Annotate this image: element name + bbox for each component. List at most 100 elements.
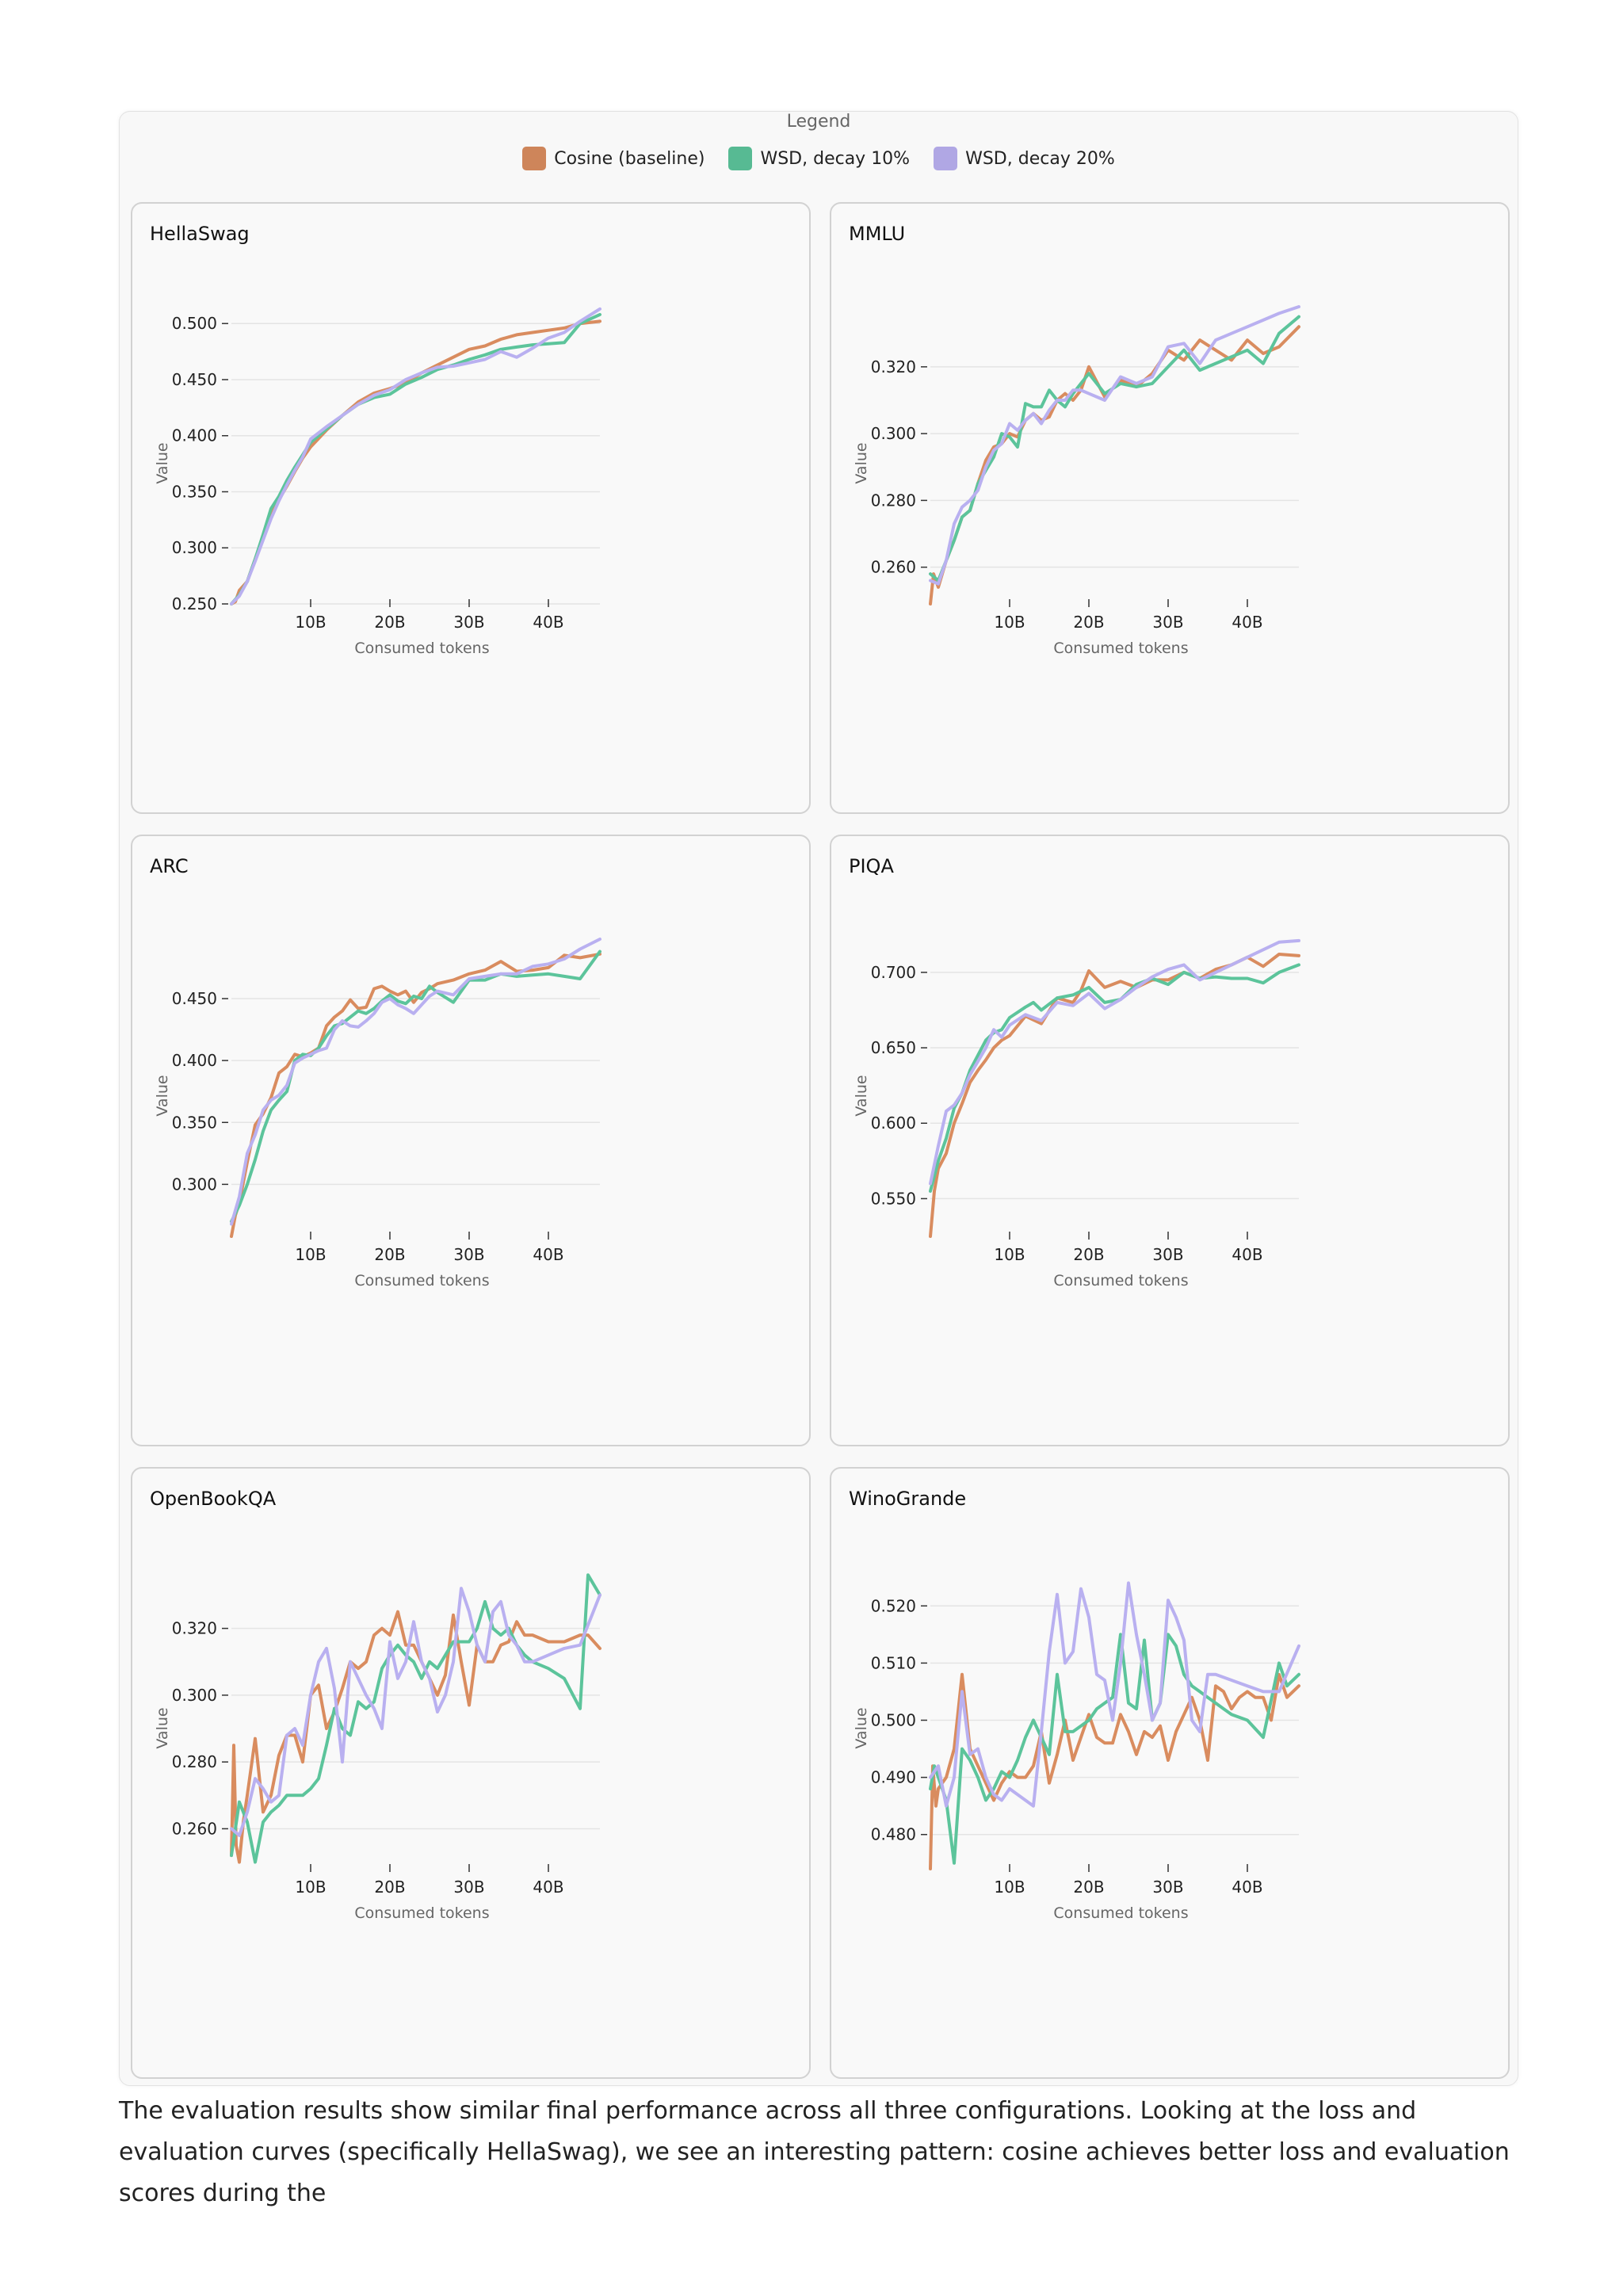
y-tick-label: 0.280 (871, 491, 916, 510)
series-line-wsd-20 (230, 307, 601, 606)
y-tick-label: 0.490 (871, 1768, 916, 1787)
chart-panel-piqa: PIQA 0.550 0.600 0.650 0.700 10B 20B 30B 40B Con… (830, 835, 1510, 1446)
y-tick-label: 0.350 (172, 1113, 217, 1132)
y-axis-label: Value (154, 1707, 171, 1748)
x-tick-label: 10B (994, 613, 1025, 632)
x-tick-label: 40B (1232, 613, 1262, 632)
series-line-wsd-10 (929, 315, 1300, 583)
chart-title: HellaSwag (150, 223, 250, 245)
y-tick-label: 0.400 (172, 426, 217, 445)
x-axis-label: Consumed tokens (1053, 640, 1188, 657)
x-tick-label: 30B (453, 1878, 484, 1897)
y-axis-label: Value (853, 1075, 870, 1116)
x-tick-label: 40B (1232, 1878, 1262, 1897)
series-line-wsd-20 (929, 305, 1300, 586)
y-tick-label: 0.510 (871, 1653, 916, 1672)
x-tick-label: 10B (994, 1878, 1025, 1897)
x-tick-label: 30B (453, 1245, 484, 1264)
chart-svg-mmlu: 0.260 0.280 0.300 0.320 10B 20B 30B 40B Consumed… (853, 305, 1300, 657)
x-axis-label: Consumed tokens (354, 1904, 489, 1922)
chart-panel-mmlu: MMLU 0.260 0.280 0.300 0.320 10B 20B 30B 40B Con… (830, 202, 1510, 814)
legend-label-wsd-10: WSD, decay 10% (760, 148, 911, 169)
y-tick-label: 0.300 (172, 538, 217, 557)
y-tick-label: 0.280 (172, 1752, 217, 1771)
x-axis-label: Consumed tokens (354, 640, 489, 657)
legend-swatch-cosine (522, 147, 547, 170)
series-line-wsd-20 (929, 938, 1300, 1186)
y-tick-label: 0.300 (172, 1175, 217, 1194)
x-tick-label: 10B (295, 613, 326, 632)
y-tick-label: 0.480 (871, 1825, 916, 1844)
x-axis-label: Consumed tokens (354, 1272, 489, 1289)
y-tick-label: 0.550 (871, 1189, 916, 1208)
y-tick-label: 0.250 (172, 594, 217, 613)
series-line-cosine (230, 319, 601, 606)
y-tick-label: 0.260 (871, 558, 916, 577)
y-tick-label: 0.500 (172, 314, 217, 333)
series-line-wsd-10 (929, 963, 1300, 1193)
chart-title: OpenBookQA (150, 1488, 277, 1510)
legend-label-wsd-20: WSD, decay 20% (965, 148, 1115, 169)
series-line-wsd-10 (230, 312, 601, 606)
x-tick-label: 30B (453, 613, 484, 632)
chart-panel-winogrande: WinoGrande 0.480 0.490 0.500 0.510 0.520 10B 2… (830, 1467, 1510, 2079)
x-tick-label: 20B (374, 613, 405, 632)
y-tick-label: 0.450 (172, 370, 217, 389)
x-tick-label: 20B (1073, 1878, 1104, 1897)
y-tick-label: 0.700 (871, 963, 916, 982)
y-tick-label: 0.600 (871, 1114, 916, 1133)
x-tick-label: 20B (1073, 1245, 1104, 1264)
chart-panel-hellaswag: HellaSwag 0.250 0.300 0.350 0.400 0.450 0.500… (131, 202, 811, 814)
series-line-wsd-20 (929, 1581, 1300, 1808)
x-tick-label: 40B (533, 1878, 563, 1897)
series-line-cosine (230, 952, 601, 1238)
chart-panel-openbookqa: OpenBookQA 0.260 0.280 0.300 0.320 10B 20B 30B… (131, 1467, 811, 2079)
x-axis-label: Consumed tokens (1053, 1272, 1188, 1289)
series-line-wsd-10 (929, 1633, 1300, 1865)
y-tick-label: 0.520 (871, 1596, 916, 1615)
chart-panel-arc: ARC 0.300 0.350 0.400 0.450 10B 20B 30B 40B Cons… (131, 835, 811, 1446)
chart-title: WinoGrande (849, 1488, 967, 1510)
chart-title: ARC (150, 855, 189, 877)
series-line-wsd-20 (230, 938, 601, 1226)
x-tick-label: 40B (533, 613, 563, 632)
x-tick-label: 30B (1152, 613, 1183, 632)
series-line-cosine (929, 1672, 1300, 1870)
y-tick-label: 0.350 (172, 482, 217, 501)
x-tick-label: 20B (374, 1245, 405, 1264)
y-tick-label: 0.300 (172, 1686, 217, 1705)
legend-label-cosine: Cosine (baseline) (554, 148, 705, 169)
y-tick-label: 0.400 (172, 1051, 217, 1070)
y-tick-label: 0.500 (871, 1711, 916, 1730)
y-axis-label: Value (853, 1707, 870, 1748)
x-tick-label: 30B (1152, 1878, 1183, 1897)
legend-item-wsd-20[interactable]: WSD, decay 20% (934, 147, 1115, 170)
x-tick-label: 20B (1073, 613, 1104, 632)
series-line-wsd-10 (230, 1573, 601, 1864)
chart-title: PIQA (849, 855, 894, 877)
chart-svg-piqa: 0.550 0.600 0.650 0.700 10B 20B 30B 40B Consumed… (853, 938, 1300, 1289)
y-axis-label: Value (154, 1075, 171, 1116)
x-tick-label: 10B (295, 1245, 326, 1264)
series-line-cosine (929, 953, 1300, 1238)
y-tick-label: 0.260 (172, 1819, 217, 1838)
legend-title: Legend (786, 112, 851, 132)
legend-item-wsd-10[interactable]: WSD, decay 10% (728, 147, 910, 170)
y-tick-label: 0.450 (172, 989, 217, 1008)
series-line-wsd-20 (230, 1587, 601, 1837)
chart-svg-arc: 0.300 0.350 0.400 0.450 10B 20B 30B 40B Consumed… (154, 938, 601, 1289)
legend-swatch-wsd-10 (728, 147, 753, 170)
y-axis-label: Value (154, 442, 171, 483)
legend-item-cosine[interactable]: Cosine (baseline) (522, 147, 705, 170)
x-tick-label: 40B (533, 1245, 563, 1264)
chart-svg-winogrande: 0.480 0.490 0.500 0.510 0.520 10B 20B 30B 40B Con… (853, 1581, 1300, 1922)
chart-svg-openbookqa: 0.260 0.280 0.300 0.320 10B 20B 30B 40B Consumed… (154, 1573, 601, 1922)
chart-svg-hellaswag: 0.250 0.300 0.350 0.400 0.450 0.500 10B 20B 30B 4… (154, 307, 601, 657)
y-tick-label: 0.650 (871, 1038, 916, 1057)
x-tick-label: 10B (295, 1878, 326, 1897)
figure-container: Legend Cosine (baseline) WSD, decay 10% … (119, 111, 1518, 2086)
legend-swatch-wsd-20 (934, 147, 958, 170)
y-tick-label: 0.320 (172, 1619, 217, 1638)
x-tick-label: 30B (1152, 1245, 1183, 1264)
y-tick-label: 0.320 (871, 357, 916, 376)
